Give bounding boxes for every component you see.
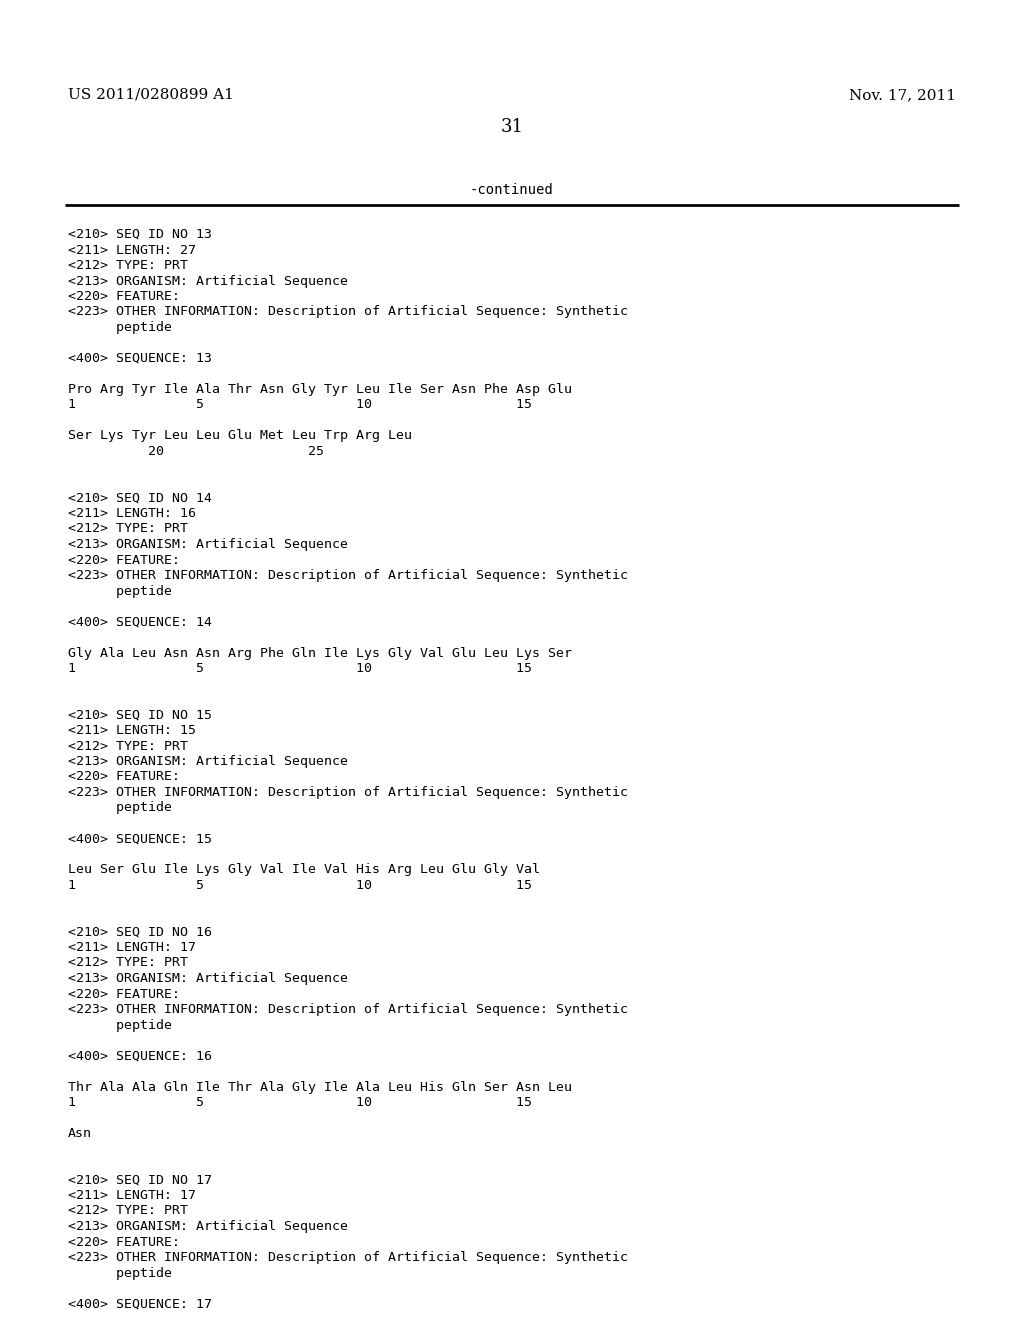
- Text: Pro Arg Tyr Ile Ala Thr Asn Gly Tyr Leu Ile Ser Asn Phe Asp Glu: Pro Arg Tyr Ile Ala Thr Asn Gly Tyr Leu …: [68, 383, 572, 396]
- Text: <211> LENGTH: 15: <211> LENGTH: 15: [68, 723, 196, 737]
- Text: <220> FEATURE:: <220> FEATURE:: [68, 987, 180, 1001]
- Text: US 2011/0280899 A1: US 2011/0280899 A1: [68, 88, 233, 102]
- Text: <223> OTHER INFORMATION: Description of Artificial Sequence: Synthetic: <223> OTHER INFORMATION: Description of …: [68, 569, 628, 582]
- Text: <220> FEATURE:: <220> FEATURE:: [68, 1236, 180, 1249]
- Text: <400> SEQUENCE: 13: <400> SEQUENCE: 13: [68, 352, 212, 366]
- Text: <212> TYPE: PRT: <212> TYPE: PRT: [68, 523, 188, 536]
- Text: peptide: peptide: [68, 321, 172, 334]
- Text: <213> ORGANISM: Artificial Sequence: <213> ORGANISM: Artificial Sequence: [68, 275, 348, 288]
- Text: <210> SEQ ID NO 15: <210> SEQ ID NO 15: [68, 709, 212, 722]
- Text: 1               5                   10                  15: 1 5 10 15: [68, 663, 532, 675]
- Text: <211> LENGTH: 17: <211> LENGTH: 17: [68, 1189, 196, 1203]
- Text: <223> OTHER INFORMATION: Description of Artificial Sequence: Synthetic: <223> OTHER INFORMATION: Description of …: [68, 1003, 628, 1016]
- Text: <212> TYPE: PRT: <212> TYPE: PRT: [68, 957, 188, 969]
- Text: Leu Ser Glu Ile Lys Gly Val Ile Val His Arg Leu Glu Gly Val: Leu Ser Glu Ile Lys Gly Val Ile Val His …: [68, 863, 540, 876]
- Text: 20                  25: 20 25: [68, 445, 324, 458]
- Text: <220> FEATURE:: <220> FEATURE:: [68, 553, 180, 566]
- Text: Thr Ala Ala Gln Ile Thr Ala Gly Ile Ala Leu His Gln Ser Asn Leu: Thr Ala Ala Gln Ile Thr Ala Gly Ile Ala …: [68, 1081, 572, 1093]
- Text: Nov. 17, 2011: Nov. 17, 2011: [849, 88, 956, 102]
- Text: <212> TYPE: PRT: <212> TYPE: PRT: [68, 739, 188, 752]
- Text: 1               5                   10                  15: 1 5 10 15: [68, 1096, 532, 1109]
- Text: peptide: peptide: [68, 801, 172, 814]
- Text: <220> FEATURE:: <220> FEATURE:: [68, 771, 180, 784]
- Text: <211> LENGTH: 17: <211> LENGTH: 17: [68, 941, 196, 954]
- Text: 1               5                   10                  15: 1 5 10 15: [68, 399, 532, 412]
- Text: <212> TYPE: PRT: <212> TYPE: PRT: [68, 1204, 188, 1217]
- Text: <210> SEQ ID NO 16: <210> SEQ ID NO 16: [68, 925, 212, 939]
- Text: <400> SEQUENCE: 15: <400> SEQUENCE: 15: [68, 833, 212, 846]
- Text: 31: 31: [501, 117, 523, 136]
- Text: Gly Ala Leu Asn Asn Arg Phe Gln Ile Lys Gly Val Glu Leu Lys Ser: Gly Ala Leu Asn Asn Arg Phe Gln Ile Lys …: [68, 647, 572, 660]
- Text: <211> LENGTH: 27: <211> LENGTH: 27: [68, 243, 196, 256]
- Text: peptide: peptide: [68, 585, 172, 598]
- Text: Ser Lys Tyr Leu Leu Glu Met Leu Trp Arg Leu: Ser Lys Tyr Leu Leu Glu Met Leu Trp Arg …: [68, 429, 412, 442]
- Text: <212> TYPE: PRT: <212> TYPE: PRT: [68, 259, 188, 272]
- Text: <213> ORGANISM: Artificial Sequence: <213> ORGANISM: Artificial Sequence: [68, 972, 348, 985]
- Text: <210> SEQ ID NO 14: <210> SEQ ID NO 14: [68, 491, 212, 504]
- Text: <211> LENGTH: 16: <211> LENGTH: 16: [68, 507, 196, 520]
- Text: -continued: -continued: [470, 183, 554, 197]
- Text: <223> OTHER INFORMATION: Description of Artificial Sequence: Synthetic: <223> OTHER INFORMATION: Description of …: [68, 1251, 628, 1265]
- Text: <223> OTHER INFORMATION: Description of Artificial Sequence: Synthetic: <223> OTHER INFORMATION: Description of …: [68, 305, 628, 318]
- Text: <213> ORGANISM: Artificial Sequence: <213> ORGANISM: Artificial Sequence: [68, 755, 348, 768]
- Text: <400> SEQUENCE: 17: <400> SEQUENCE: 17: [68, 1298, 212, 1311]
- Text: Asn: Asn: [68, 1127, 92, 1140]
- Text: <223> OTHER INFORMATION: Description of Artificial Sequence: Synthetic: <223> OTHER INFORMATION: Description of …: [68, 785, 628, 799]
- Text: <213> ORGANISM: Artificial Sequence: <213> ORGANISM: Artificial Sequence: [68, 539, 348, 550]
- Text: <210> SEQ ID NO 13: <210> SEQ ID NO 13: [68, 228, 212, 242]
- Text: <220> FEATURE:: <220> FEATURE:: [68, 290, 180, 304]
- Text: peptide: peptide: [68, 1019, 172, 1031]
- Text: peptide: peptide: [68, 1266, 172, 1279]
- Text: <213> ORGANISM: Artificial Sequence: <213> ORGANISM: Artificial Sequence: [68, 1220, 348, 1233]
- Text: <400> SEQUENCE: 16: <400> SEQUENCE: 16: [68, 1049, 212, 1063]
- Text: <400> SEQUENCE: 14: <400> SEQUENCE: 14: [68, 615, 212, 628]
- Text: <210> SEQ ID NO 17: <210> SEQ ID NO 17: [68, 1173, 212, 1187]
- Text: 1               5                   10                  15: 1 5 10 15: [68, 879, 532, 892]
